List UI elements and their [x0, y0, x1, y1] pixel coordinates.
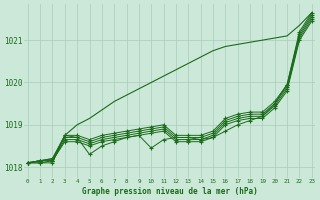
X-axis label: Graphe pression niveau de la mer (hPa): Graphe pression niveau de la mer (hPa) [82, 187, 258, 196]
